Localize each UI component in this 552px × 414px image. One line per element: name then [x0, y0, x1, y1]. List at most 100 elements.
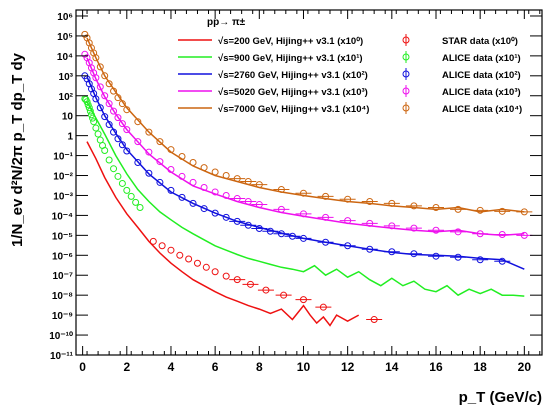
data-point	[432, 226, 440, 234]
data-point	[134, 118, 142, 126]
data-point	[366, 197, 374, 205]
data-point	[432, 252, 440, 260]
data-point	[233, 175, 241, 183]
data-point	[233, 195, 241, 203]
data-point	[299, 296, 307, 304]
data-point	[410, 250, 418, 258]
data-point	[94, 130, 102, 138]
data-point	[81, 30, 89, 38]
data-point	[211, 268, 219, 276]
data-point	[127, 192, 135, 200]
data-point	[101, 113, 109, 121]
data-point	[114, 94, 122, 102]
y-tick-label: 10⁻¹⁰	[49, 331, 73, 342]
data-point	[123, 106, 131, 114]
data-point	[92, 54, 100, 62]
data-point	[118, 179, 126, 187]
data-point	[105, 156, 113, 164]
data-point	[255, 201, 263, 209]
y-tick-label: 10⁻⁸	[52, 291, 73, 302]
legend-label: STAR data (x10⁰)	[442, 36, 518, 47]
legend-label: √s=2760 GeV, Hijing++ v3.1 (x10²)	[218, 70, 368, 81]
data-point	[96, 63, 104, 71]
data-point	[96, 104, 104, 112]
data-point	[118, 120, 126, 128]
data-point	[410, 202, 418, 210]
data-point	[244, 221, 252, 229]
y-tick-label: 10⁻³	[53, 191, 73, 202]
x-axis-label: p_T (GeV/c)	[459, 389, 542, 406]
y-tick-label: 10³	[59, 72, 74, 83]
legend-label: ALICE data (x10³)	[442, 87, 521, 98]
data-point	[178, 152, 186, 160]
data-point	[498, 231, 506, 239]
data-point	[105, 100, 113, 108]
data-point	[200, 184, 208, 192]
data-point	[136, 203, 144, 211]
data-point	[134, 138, 142, 146]
legend-label: √s=7000 GeV, Hijing++ v3.1 (x10⁴)	[218, 104, 369, 115]
data-point	[211, 168, 219, 176]
data-point	[189, 178, 197, 186]
data-point	[388, 222, 396, 230]
data-point	[277, 205, 285, 213]
data-point	[344, 195, 352, 203]
data-point	[149, 237, 157, 245]
data-point	[81, 50, 89, 58]
x-tick-label: 4	[168, 360, 175, 374]
data-point	[299, 189, 307, 197]
data-point	[118, 141, 126, 149]
data-point	[123, 147, 131, 155]
data-point	[92, 124, 100, 132]
data-point	[145, 128, 153, 136]
data-point	[366, 219, 374, 227]
data-point	[110, 165, 118, 173]
data-point	[322, 192, 330, 200]
data-point	[476, 230, 484, 238]
y-tick-label: 10⁻⁶	[52, 251, 73, 262]
legend-label: √s=900 GeV, Hijing++ v3.1 (x10¹)	[218, 53, 363, 64]
data-point	[244, 178, 252, 186]
data-point	[476, 206, 484, 214]
data-point	[110, 128, 118, 136]
data-point	[432, 203, 440, 211]
data-point	[202, 263, 210, 271]
x-tick-label: 8	[256, 360, 263, 374]
data-point	[193, 259, 201, 267]
legend-label: √s=200 GeV, Hijing++ v3.1 (x10⁰)	[218, 36, 363, 47]
data-point	[255, 225, 263, 233]
data-point	[178, 172, 186, 180]
y-tick-label: 10⁶	[57, 12, 73, 23]
y-tick-label: 10	[62, 112, 74, 123]
plot-label: pp→ π±	[207, 17, 246, 28]
y-tick-label: 10⁻⁹	[52, 311, 73, 322]
data-point	[388, 199, 396, 207]
data-point	[101, 72, 109, 80]
data-point	[370, 316, 378, 324]
data-point	[454, 205, 462, 213]
y-tick-label: 10²	[59, 92, 74, 103]
data-point	[85, 104, 93, 112]
data-point	[222, 272, 230, 280]
y-tick-label: 10⁻¹¹	[50, 351, 74, 362]
data-point	[96, 83, 104, 91]
data-point	[167, 186, 175, 194]
data-point	[299, 210, 307, 218]
data-point	[189, 199, 197, 207]
data-point	[280, 291, 288, 299]
data-point	[211, 209, 219, 217]
x-tick-label: 10	[297, 360, 311, 374]
x-tick-label: 20	[518, 360, 532, 374]
data-point	[123, 186, 131, 194]
data-point	[288, 232, 296, 240]
data-point	[266, 227, 274, 235]
x-tick-label: 2	[123, 360, 130, 374]
data-point	[178, 193, 186, 201]
data-point	[86, 107, 94, 115]
data-point	[200, 205, 208, 213]
axis-layer: 0 2 4 6 8 10 12 14 16 18 20 10⁻¹¹ 10⁻¹⁰ 10⁻⁹ 10⁻⁸ 10⁻⁷ 1…	[49, 10, 542, 374]
series-layer	[81, 30, 533, 327]
data-point	[167, 146, 175, 154]
data-point	[388, 248, 396, 256]
data-point	[277, 230, 285, 238]
